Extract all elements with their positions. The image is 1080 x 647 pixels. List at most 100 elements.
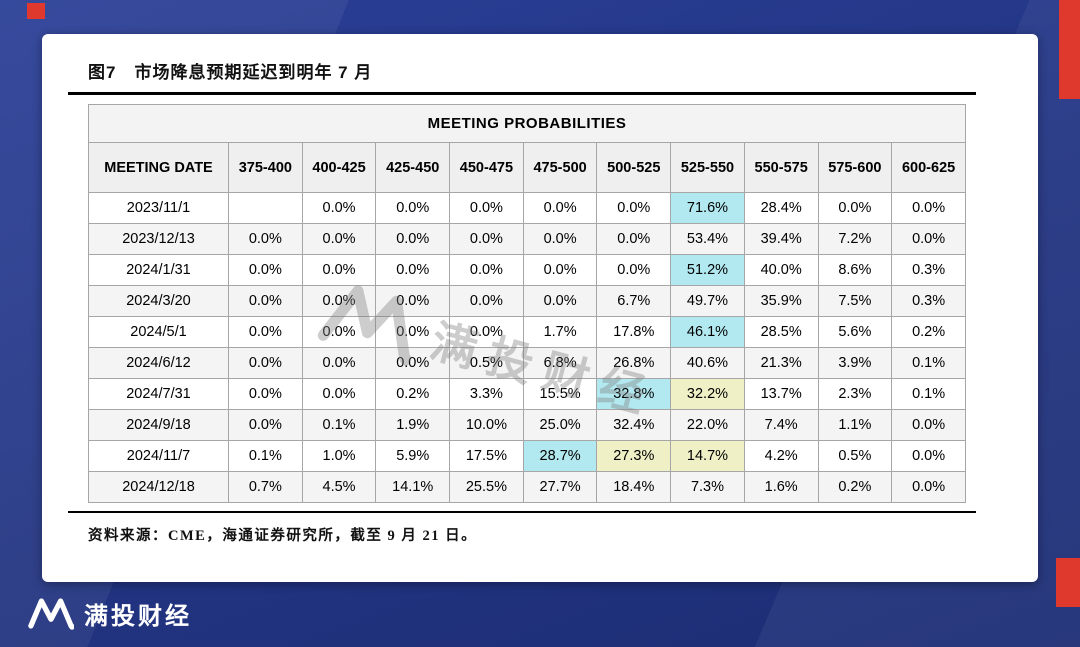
probability-cell: 0.7% (228, 471, 303, 503)
probability-cell: 4.2% (743, 440, 819, 472)
probability-cell: 32.4% (596, 409, 672, 441)
red-accent-top-left (27, 3, 45, 19)
probability-cell: 32.8% (596, 378, 672, 410)
probability-cell: 0.2% (817, 471, 893, 503)
rate-range-header: 450-475 (449, 142, 524, 193)
probability-cell: 0.0% (891, 192, 966, 224)
meeting-date-cell: 2024/6/12 (88, 347, 229, 379)
probability-cell: 8.6% (817, 254, 893, 286)
table-title-row: MEETING PROBABILITIES (88, 104, 966, 143)
red-accent-top-right (1059, 0, 1080, 99)
probability-cell: 0.0% (449, 223, 524, 255)
brand-logo-icon (28, 598, 74, 630)
probability-cell: 0.1% (891, 347, 966, 379)
probability-cell: 0.0% (522, 285, 598, 317)
probability-cell: 0.2% (375, 378, 451, 410)
probability-cell: 1.9% (375, 409, 451, 441)
table-row: 2024/11/7 0.1% 1.0% 5.9% 17.5% 28.7% 27.3% 14.7… (88, 440, 966, 472)
rate-range-header: 500-525 (596, 142, 672, 193)
probability-cell: 39.4% (743, 223, 819, 255)
probability-cell: 4.5% (301, 471, 377, 503)
probabilities-table: MEETING PROBABILITIES MEETING DATE 375-400… (88, 104, 966, 503)
table-row: 2023/12/13 0.0% 0.0% 0.0% 0.0% 0.0% 0.0% 53.4% 3… (88, 223, 966, 255)
rate-range-header: 525-550 (670, 142, 745, 193)
table-row: 2024/9/18 0.0% 0.1% 1.9% 10.0% 25.0% 32.4% 22.0… (88, 409, 966, 441)
red-accent-bottom-right (1056, 558, 1080, 607)
probability-cell: 0.0% (522, 223, 598, 255)
probability-cell: 14.7% (670, 440, 745, 472)
probability-cell: 0.0% (522, 192, 598, 224)
probability-cell: 0.0% (375, 223, 451, 255)
probability-cell: 0.3% (891, 254, 966, 286)
probability-cell: 1.6% (743, 471, 819, 503)
probability-cell: 7.5% (817, 285, 893, 317)
probability-cell: 0.0% (228, 316, 303, 348)
table-row: 2024/3/20 0.0% 0.0% 0.0% 0.0% 0.0% 6.7% 49.7% 35… (88, 285, 966, 317)
probability-cell: 22.0% (670, 409, 745, 441)
probability-cell: 0.3% (891, 285, 966, 317)
probability-cell: 3.9% (817, 347, 893, 379)
meeting-date-cell: 2024/9/18 (88, 409, 229, 441)
probability-cell: 0.0% (228, 223, 303, 255)
table-row: 2023/11/1 0.0% 0.0% 0.0% 0.0% 0.0% 71.6% 28.4% 0… (88, 192, 966, 224)
probability-cell: 71.6% (670, 192, 745, 224)
probability-cell: 46.1% (670, 316, 745, 348)
probability-cell: 0.0% (522, 254, 598, 286)
probability-cell: 27.7% (522, 471, 598, 503)
probability-cell: 1.0% (301, 440, 377, 472)
meeting-date-cell: 2023/12/13 (88, 223, 229, 255)
probability-cell: 0.0% (375, 192, 451, 224)
table-row: 2024/5/1 0.0% 0.0% 0.0% 0.0% 1.7% 17.8% 46.1% 28… (88, 316, 966, 348)
probability-cell: 49.7% (670, 285, 745, 317)
probability-cell: 28.7% (522, 440, 598, 472)
figure-title: 图7 市场降息预期延迟到明年 7 月 (88, 63, 373, 82)
probability-cell: 28.5% (743, 316, 819, 348)
probability-cell: 7.2% (817, 223, 893, 255)
probability-cell: 3.3% (449, 378, 524, 410)
probability-cell: 18.4% (596, 471, 672, 503)
probability-cell: 0.0% (301, 316, 377, 348)
probability-cell: 0.0% (228, 347, 303, 379)
table-title: MEETING PROBABILITIES (88, 104, 966, 143)
meeting-date-cell: 2023/11/1 (88, 192, 229, 224)
probability-cell: 0.0% (375, 254, 451, 286)
probability-cell: 25.5% (449, 471, 524, 503)
probability-cell: 10.0% (449, 409, 524, 441)
probability-cell: 0.0% (301, 192, 377, 224)
probability-cell: 0.0% (449, 192, 524, 224)
rate-range-header: 475-500 (522, 142, 598, 193)
source-note: 资料来源：CME，海通证券研究所，截至 9 月 21 日。 (88, 528, 478, 544)
probability-cell: 0.5% (449, 347, 524, 379)
meeting-date-cell: 2024/5/1 (88, 316, 229, 348)
probability-cell (228, 192, 303, 224)
probability-cell: 17.8% (596, 316, 672, 348)
probability-cell: 0.1% (891, 378, 966, 410)
probability-cell: 0.0% (596, 254, 672, 286)
table-row: 2024/6/12 0.0% 0.0% 0.0% 0.5% 6.8% 26.8% 40.6% 2… (88, 347, 966, 379)
probability-cell: 0.0% (596, 223, 672, 255)
probability-cell: 0.0% (891, 409, 966, 441)
table-row: 2024/7/31 0.0% 0.0% 0.2% 3.3% 15.5% 32.8% 32.2%… (88, 378, 966, 410)
probability-cell: 28.4% (743, 192, 819, 224)
title-divider (68, 92, 976, 95)
rate-range-header: 425-450 (375, 142, 451, 193)
probability-cell: 0.0% (228, 409, 303, 441)
figure-card: 图7 市场降息预期延迟到明年 7 月 MEETING PROBABILITIES… (42, 34, 1038, 582)
meeting-date-header: MEETING DATE (88, 142, 229, 193)
meeting-date-cell: 2024/3/20 (88, 285, 229, 317)
rate-range-header: 575-600 (817, 142, 893, 193)
probability-cell: 15.5% (522, 378, 598, 410)
probability-cell: 0.1% (228, 440, 303, 472)
probability-cell: 0.0% (301, 347, 377, 379)
probability-cell: 0.0% (596, 192, 672, 224)
rate-range-header: 400-425 (301, 142, 377, 193)
rate-range-header: 550-575 (743, 142, 819, 193)
probability-cell: 7.3% (670, 471, 745, 503)
meeting-date-cell: 2024/11/7 (88, 440, 229, 472)
probability-cell: 35.9% (743, 285, 819, 317)
meeting-date-cell: 2024/12/18 (88, 471, 229, 503)
probability-cell: 51.2% (670, 254, 745, 286)
probability-cell: 0.0% (375, 316, 451, 348)
probability-cell: 0.0% (301, 285, 377, 317)
probability-cell: 27.3% (596, 440, 672, 472)
